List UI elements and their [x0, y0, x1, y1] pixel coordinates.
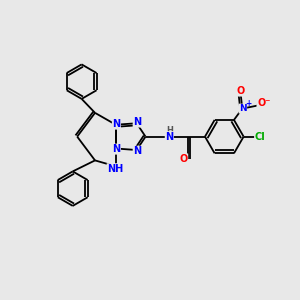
Text: N: N — [239, 104, 247, 113]
Text: N: N — [133, 117, 141, 127]
Text: N: N — [165, 132, 173, 142]
Text: NH: NH — [107, 164, 123, 174]
Text: N: N — [112, 144, 121, 154]
Text: +: + — [246, 99, 252, 108]
Text: O: O — [236, 86, 244, 96]
Text: Cl: Cl — [255, 132, 265, 142]
Text: N: N — [133, 146, 141, 156]
Text: O: O — [179, 154, 188, 164]
Text: N: N — [112, 119, 121, 129]
Text: O⁻: O⁻ — [257, 98, 270, 108]
Text: H: H — [166, 126, 173, 135]
